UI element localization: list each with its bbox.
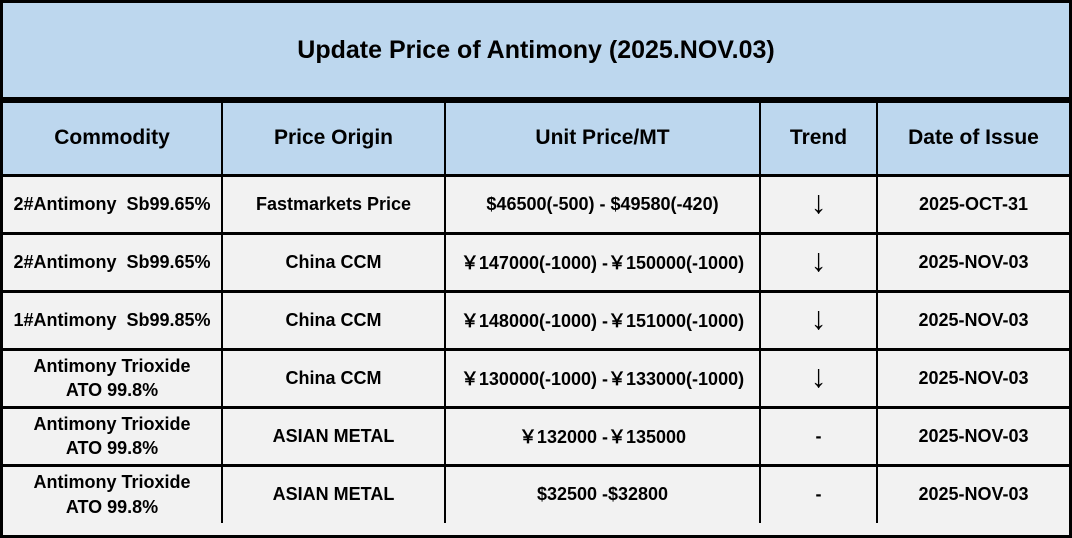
trend-down-arrow-icon: ↓ (759, 289, 878, 351)
cell-commodity: Antimony Trioxide ATO 99.8% (3, 463, 223, 523)
cell-commodity: 2#Antimony Sb99.65% (3, 173, 223, 235)
cell-commodity: Antimony Trioxide ATO 99.8% (3, 405, 223, 467)
column-header-date: Date of Issue (876, 103, 1069, 177)
cell-commodity: Antimony Trioxide ATO 99.8% (3, 347, 223, 409)
cell-origin: China CCM (221, 347, 446, 409)
page-title: Update Price of Antimony (2025.NOV.03) (297, 35, 775, 64)
header-row: Commodity Price Origin Unit Price/MT Trend D… (3, 103, 1069, 177)
cell-price: ￥130000(-1000) -￥133000(-1000) (444, 347, 761, 409)
cell-price: ￥148000(-1000) -￥151000(-1000) (444, 289, 761, 351)
trend-down-arrow-icon: ↓ (759, 231, 878, 293)
cell-date: 2025-NOV-03 (876, 405, 1069, 467)
trend-down-arrow-icon: ↓ (759, 173, 878, 235)
cell-origin: ASIAN METAL (221, 405, 446, 467)
cell-date: 2025-NOV-03 (876, 231, 1069, 293)
table-row: Antimony Trioxide ATO 99.8% China CCM ￥130… (3, 347, 1069, 409)
table-row: 2#Antimony Sb99.65% China CCM ￥147000(-100… (3, 231, 1069, 293)
column-header-commodity: Commodity (3, 103, 223, 177)
column-header-price: Unit Price/MT (444, 103, 761, 177)
cell-origin: China CCM (221, 289, 446, 351)
cell-date: 2025-NOV-03 (876, 463, 1069, 523)
cell-origin: ASIAN METAL (221, 463, 446, 523)
cell-date: 2025-OCT-31 (876, 173, 1069, 235)
cell-price: $46500(-500) - $49580(-420) (444, 173, 761, 235)
price-table: Commodity Price Origin Unit Price/MT Trend D… (3, 103, 1069, 523)
cell-price: ￥147000(-1000) -￥150000(-1000) (444, 231, 761, 293)
cell-price: $32500 -$32800 (444, 463, 761, 523)
cell-trend: - (759, 405, 878, 467)
cell-origin: Fastmarkets Price (221, 173, 446, 235)
cell-commodity: 2#Antimony Sb99.65% (3, 231, 223, 293)
price-table-header: Commodity Price Origin Unit Price/MT Trend D… (3, 103, 1069, 177)
cell-price: ￥132000 -￥135000 (444, 405, 761, 467)
cell-commodity: 1#Antimony Sb99.85% (3, 289, 223, 351)
table-row: 1#Antimony Sb99.85% China CCM ￥148000(-100… (3, 289, 1069, 351)
table-row: 2#Antimony Sb99.65% Fastmarkets Price $465… (3, 173, 1069, 235)
column-header-trend: Trend (759, 103, 878, 177)
title-band: Update Price of Antimony (2025.NOV.03) (3, 3, 1069, 103)
column-header-origin: Price Origin (221, 103, 446, 177)
table-row: Antimony Trioxide ATO 99.8% ASIAN METAL $3… (3, 463, 1069, 523)
price-table-body: 2#Antimony Sb99.65% Fastmarkets Price $465… (3, 173, 1069, 523)
cell-origin: China CCM (221, 231, 446, 293)
cell-date: 2025-NOV-03 (876, 347, 1069, 409)
trend-down-arrow-icon: ↓ (759, 347, 878, 409)
table-row: Antimony Trioxide ATO 99.8% ASIAN METAL ￥1… (3, 405, 1069, 467)
cell-trend: - (759, 463, 878, 523)
cell-date: 2025-NOV-03 (876, 289, 1069, 351)
